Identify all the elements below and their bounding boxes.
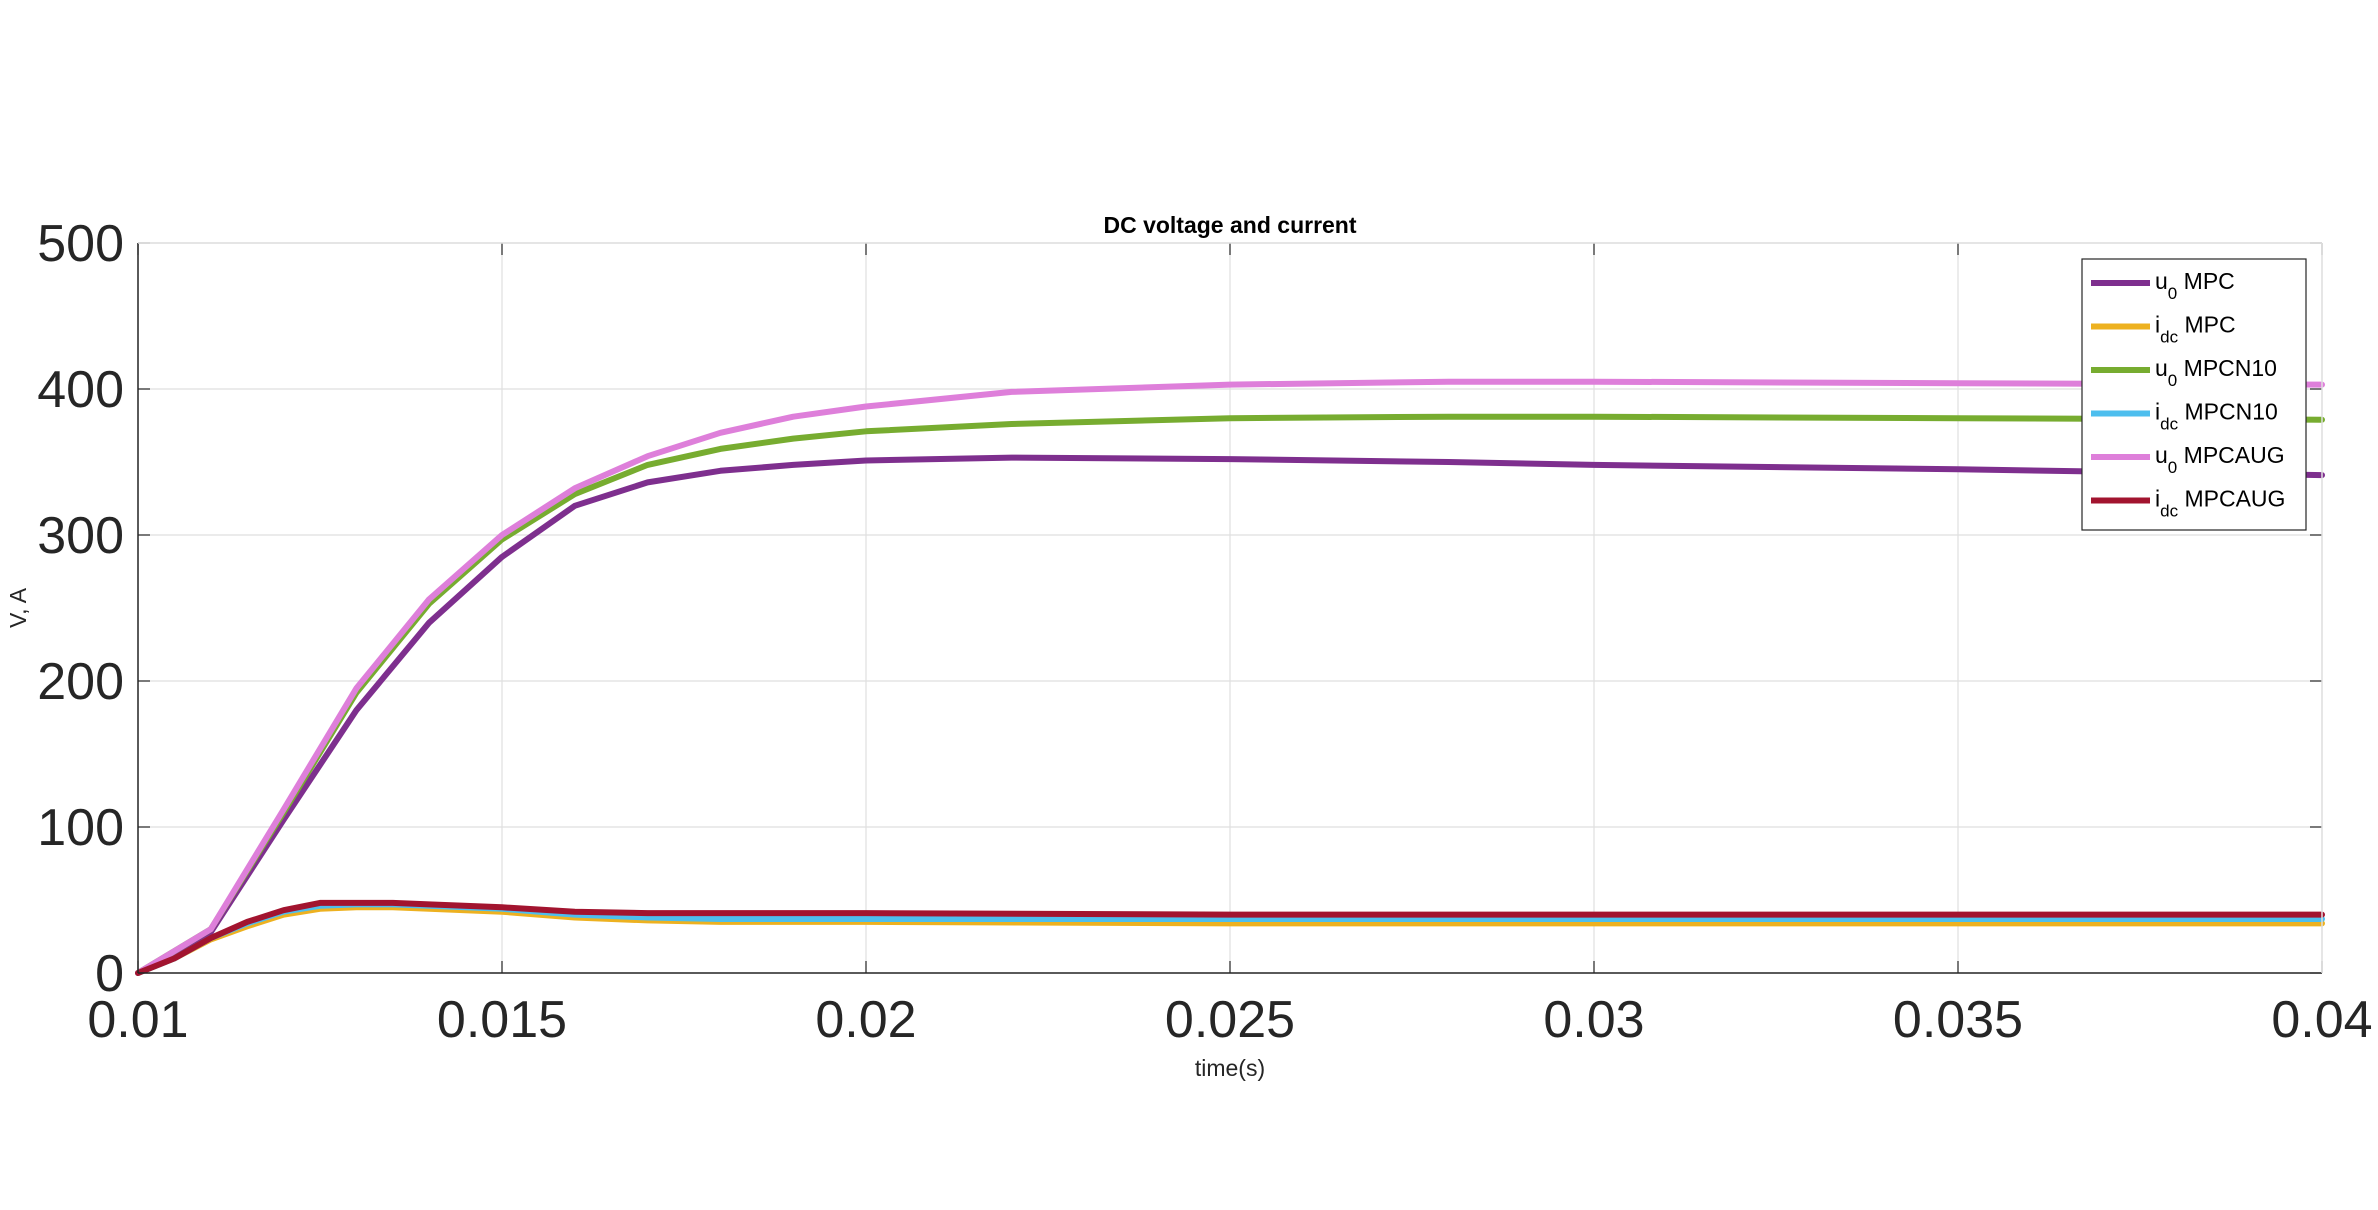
y-tick-label: 100 — [37, 799, 124, 857]
chart-title: DC voltage and current — [1103, 212, 1356, 238]
y-tick-label: 400 — [37, 361, 124, 419]
series-line-1 — [135, 454, 2325, 976]
y-tick-label: 500 — [37, 215, 124, 273]
legend-entry: idc MPCAUG — [2155, 486, 2285, 521]
legend-entry: idc MPC — [2155, 312, 2236, 347]
x-tick-label: 0.025 — [1165, 991, 1295, 1049]
axes — [137, 242, 2323, 974]
legend-entry: u0 MPCAUG — [2155, 442, 2285, 477]
legend-entry: u0 MPCN10 — [2155, 355, 2277, 390]
series-group — [135, 378, 2325, 976]
legend-entry: idc MPCN10 — [2155, 399, 2278, 434]
series-line-5 — [135, 378, 2325, 976]
x-tick-label: 0.035 — [1893, 991, 2023, 1049]
legend-box — [2081, 258, 2307, 531]
y-tick-label: 0 — [95, 945, 124, 1003]
x-tick-label: 0.04 — [2271, 991, 2372, 1049]
series-line-6 — [135, 899, 2325, 976]
x-axis-label: time(s) — [1195, 1055, 1265, 1081]
tick-labels: 0.01 0.015 0.02 0.025 0.03 0.035 0.04 0 100 200 30… — [37, 215, 2372, 1049]
x-tick-label: 0.02 — [815, 991, 916, 1049]
x-tick-label: 0.015 — [437, 991, 567, 1049]
legend: u0 MPC idc MPC u0 MPCN10 idc MPCN10 u0 MPCAU… — [2081, 258, 2307, 531]
y-axis-label: V, A — [5, 587, 31, 628]
x-tick-label: 0.01 — [87, 991, 188, 1049]
x-tick-label: 0.03 — [1543, 991, 1644, 1049]
legend-entry: u0 MPC — [2155, 268, 2235, 303]
y-tick-label: 200 — [37, 653, 124, 711]
y-tick-label: 300 — [37, 507, 124, 565]
